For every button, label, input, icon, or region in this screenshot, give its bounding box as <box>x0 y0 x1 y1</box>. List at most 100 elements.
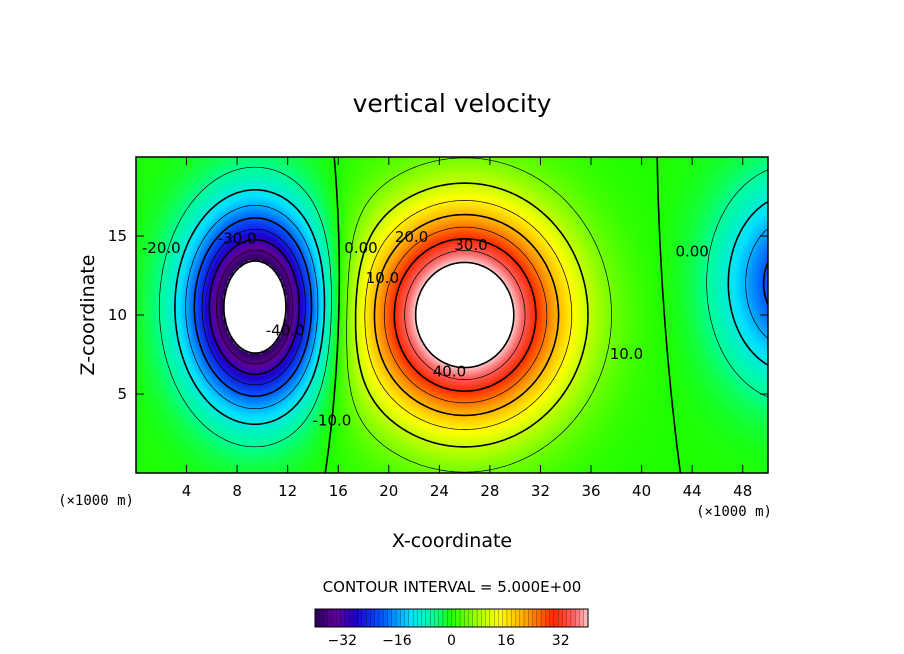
contour-label: -10.0 <box>313 411 352 429</box>
colorbar-cell <box>374 608 380 628</box>
colorbar-cell <box>323 608 329 628</box>
colorbar-cell <box>570 608 576 628</box>
colorbar-cell <box>447 608 453 628</box>
colorbar-tick-label: 32 <box>552 633 570 649</box>
colorbar-cell <box>370 608 376 628</box>
colorbar-cell <box>519 608 525 628</box>
colorbar-cell <box>579 608 585 628</box>
x-axis-ticks: 4 8 12 16 20 24 28 32 36 40 44 48 <box>182 157 752 500</box>
colorbar-cell <box>357 608 363 628</box>
colorbar-tick-label: 16 <box>497 633 515 649</box>
colorbar-cell <box>528 608 534 628</box>
contour-label: 30.0 <box>454 236 487 254</box>
colorbar-cell <box>327 608 333 628</box>
colorbar-cell <box>549 608 555 628</box>
y-tick-label: 10 <box>108 306 127 324</box>
plot-area: -20.0 -30.0 -40.0 -10.0 0.00 10.0 20.0 30.0 40.0… <box>136 157 768 473</box>
colorbar-cell <box>319 608 325 628</box>
contour-label: 10.0 <box>366 269 399 287</box>
colorbar-cell <box>391 608 397 628</box>
colorbar-cell <box>494 608 499 628</box>
colorbar-cell <box>472 608 478 628</box>
contour-line <box>193 217 768 397</box>
colorbar-cell <box>344 608 350 628</box>
colorbar: −32 −16 0 16 32 <box>314 608 589 649</box>
colorbar-tick-label: −32 <box>328 633 358 649</box>
x-tick-label: 16 <box>329 482 348 500</box>
x-tick-label: 24 <box>430 482 449 500</box>
contour-line <box>414 261 515 369</box>
colorbar-cell <box>476 608 482 628</box>
colorbar-cell <box>455 608 461 628</box>
x-tick-label: 8 <box>232 482 242 500</box>
colorbar-cell <box>566 608 572 628</box>
colorbar-cell <box>523 608 529 628</box>
x-tick-label: 40 <box>632 482 651 500</box>
contour-line <box>185 204 768 410</box>
contour-line <box>216 249 294 365</box>
colorbar-cell <box>412 608 418 628</box>
colorbar-cell <box>434 608 440 628</box>
colorbar-cell <box>532 608 538 628</box>
contour-label: 20.0 <box>395 228 428 246</box>
contour-line <box>373 213 560 417</box>
contour-label: -40.0 <box>266 321 305 339</box>
colorbar-cell <box>459 608 465 628</box>
colorbar-cell <box>378 608 384 628</box>
x-tick-label: 44 <box>683 482 702 500</box>
contour-label: 10.0 <box>610 345 643 363</box>
colorbar-cell <box>331 608 337 628</box>
colorbar-cell <box>558 608 563 628</box>
colorbar-cell <box>438 608 444 628</box>
colorbar-cell <box>421 608 427 628</box>
x-tick-label: 32 <box>531 482 550 500</box>
contour-lines <box>158 157 768 473</box>
colorbar-tick-label: 0 <box>447 633 456 649</box>
colorbar-cell <box>408 608 414 628</box>
colorbar-cell <box>502 608 508 628</box>
contour-line <box>158 166 768 448</box>
y-axis-ticks: 5 10 15 <box>108 227 768 403</box>
x-tick-label: 12 <box>278 482 297 500</box>
x-axis-label: X-coordinate <box>392 530 512 552</box>
colorbar-cell <box>553 608 559 628</box>
filled-contour-field <box>136 157 768 473</box>
colorbar-cell <box>383 608 389 628</box>
contour-line <box>174 189 768 426</box>
colorbar-cell <box>353 608 359 628</box>
colorbar-cell <box>349 608 354 628</box>
colorbar-cells <box>314 608 589 628</box>
x-unit-right: (×1000 m) <box>696 504 772 520</box>
colorbar-cell <box>425 608 431 628</box>
colorbar-tick-label: −16 <box>382 633 412 649</box>
colorbar-frame <box>314 608 589 628</box>
colorbar-cell <box>387 608 393 628</box>
contour-interval-note: CONTOUR INTERVAL = 5.000E+00 <box>323 578 582 596</box>
colorbar-cell <box>515 608 521 628</box>
colorbar-cell <box>468 608 474 628</box>
colorbar-cell <box>340 608 346 628</box>
contour-line <box>324 157 682 473</box>
contour-line <box>208 238 300 376</box>
colorbar-cell <box>361 608 367 628</box>
contour-line <box>354 182 589 448</box>
x-tick-label: 4 <box>182 482 192 500</box>
x-tick-label: 36 <box>581 482 600 500</box>
x-unit-left: (×1000 m) <box>58 493 134 509</box>
colorbar-cell <box>336 608 342 628</box>
contour-labels: -20.0 -30.0 -40.0 -10.0 0.00 10.0 20.0 30.0 40.0… <box>142 228 709 429</box>
contour-label: 40.0 <box>433 362 466 380</box>
colorbar-cell <box>540 608 546 628</box>
colorbar-cell <box>562 608 568 628</box>
x-tick-label: 28 <box>480 482 499 500</box>
colorbar-cell <box>400 608 406 628</box>
contour-line <box>223 260 287 354</box>
colorbar-cell <box>506 608 512 628</box>
colorbar-cell <box>314 608 320 628</box>
colorbar-ticks: −32 −16 0 16 32 <box>328 633 570 649</box>
contour-label: 0.00 <box>344 239 377 257</box>
colorbar-cell <box>464 608 470 628</box>
colorbar-cell <box>395 608 401 628</box>
colorbar-cell <box>430 608 435 628</box>
